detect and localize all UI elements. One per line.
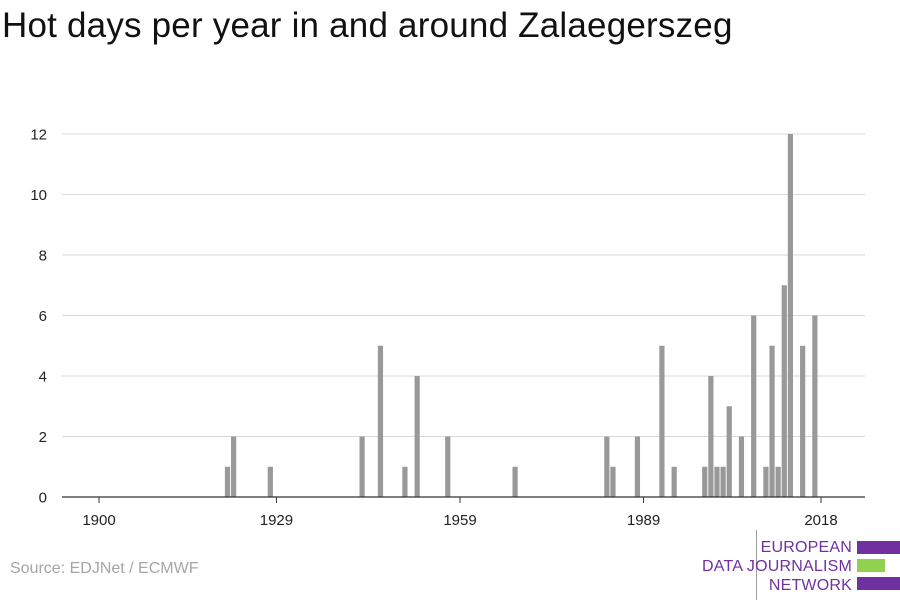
x-tick-label: 1989 <box>627 512 660 529</box>
x-tick-label: 1900 <box>82 512 115 529</box>
source-note: Source: EDJNet / ECMWF <box>10 560 199 577</box>
bar-1988 <box>634 436 641 497</box>
bar-2007 <box>751 315 757 497</box>
x-tick-label: 2018 <box>804 512 837 529</box>
bars <box>224 134 818 497</box>
bar-2005 <box>738 436 745 497</box>
bar-1921 <box>224 466 231 497</box>
bar-1946 <box>377 345 384 497</box>
bar-2001 <box>714 466 720 497</box>
bar-1928 <box>267 466 273 497</box>
bar-1992 <box>659 345 665 497</box>
y-tick-label: 4 <box>39 369 47 386</box>
logo-text: EUROPEAN DATA JOURNALISM NETWORK <box>702 538 852 595</box>
bar-chart: 0 2 4 6 8 10 12 1900 1929 1959 1989 2018 <box>30 127 865 529</box>
bar-2017 <box>812 315 818 497</box>
bar-2000 <box>708 376 714 497</box>
y-tick-label: 6 <box>39 308 47 325</box>
bar-2013 <box>787 134 794 497</box>
bar-2002 <box>720 466 726 497</box>
logo-line-2: DATA JOURNALISM <box>702 558 852 575</box>
gridlines <box>62 133 865 437</box>
bar-1922 <box>231 436 237 497</box>
bar-2015 <box>800 345 806 497</box>
bar-1943 <box>359 436 365 497</box>
chart-title: Hot days per year in and around Zalaeger… <box>2 6 733 45</box>
logo-divider <box>756 530 757 600</box>
bar-1999 <box>702 466 708 497</box>
axes: 0 2 4 6 8 10 12 1900 1929 1959 1989 2018 <box>30 127 865 529</box>
y-tick-label: 2 <box>39 429 47 446</box>
logo-line-3: NETWORK <box>768 577 852 594</box>
y-tick-label: 0 <box>39 490 47 507</box>
logo-bar-green <box>857 559 885 572</box>
logo-bar-purple-top <box>857 541 900 554</box>
bar-2012 <box>781 285 787 497</box>
bar-1983 <box>604 436 610 497</box>
bar-1994 <box>671 466 677 497</box>
y-tick-label: 12 <box>30 127 47 144</box>
y-tick-label: 10 <box>30 187 47 204</box>
bar-1950 <box>402 466 408 497</box>
bar-2010 <box>769 345 775 497</box>
logo-line-1: EUROPEAN <box>760 539 852 556</box>
edjnet-logo: EUROPEAN DATA JOURNALISM NETWORK <box>700 530 900 600</box>
bar-1957 <box>445 436 451 497</box>
bar-2003 <box>726 406 732 497</box>
x-tick-label: 1929 <box>260 512 293 529</box>
bar-2009 <box>763 466 769 497</box>
bar-2011 <box>775 466 781 497</box>
x-tick-label: 1959 <box>443 512 476 529</box>
bar-1952 <box>414 376 420 497</box>
bar-1968 <box>512 466 518 497</box>
y-tick-label: 8 <box>39 248 47 265</box>
logo-bar-purple-bottom <box>857 577 900 590</box>
bar-1984 <box>610 466 616 497</box>
